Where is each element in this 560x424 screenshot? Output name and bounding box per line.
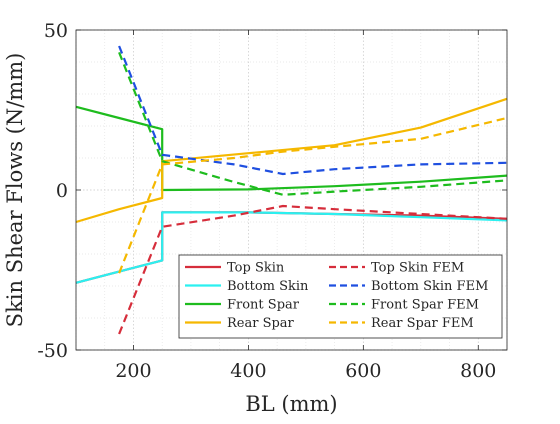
y-tick-label: 0: [56, 180, 68, 202]
series-line-front-spar: [75, 105, 508, 192]
legend-label-front-spar: Front Spar: [227, 298, 300, 313]
x-axis-title: BL (mm): [245, 392, 337, 416]
y-tick-label: -50: [37, 340, 68, 362]
legend-label-rear-spar-fem: Rear Spar FEM: [371, 316, 474, 331]
x-tick-label: 600: [345, 360, 381, 382]
legend-label-top-skin-fem: Top Skin FEM: [371, 261, 464, 276]
legend-label-rear-spar: Rear Spar: [227, 316, 295, 331]
ticks: [76, 29, 507, 351]
x-tick-label: 800: [460, 360, 496, 382]
x-tick-label: 200: [115, 360, 151, 382]
legend-label-bottom-skin: Bottom Skin: [227, 279, 309, 294]
legend-box: [178, 254, 503, 339]
y-tick-labels: -50 0 50: [37, 20, 68, 362]
series-group: [75, 45, 508, 335]
y-axis-title: Skin Shear Flows (N/mm): [3, 53, 27, 328]
legend: Top Skin Bottom Skin Front Spar Rear Spar To…: [178, 254, 503, 339]
x-tick-label: 400: [230, 360, 266, 382]
legend-label-bottom-skin-fem: Bottom Skin FEM: [371, 279, 488, 294]
series-line-front-spar-fem: [118, 51, 508, 196]
series-line-rear-spar-fem: [118, 116, 508, 274]
legend-label-top-skin: Top Skin: [227, 261, 285, 276]
series-line-rear-spar: [75, 97, 508, 224]
series-line-bottom-skin-fem: [118, 45, 508, 176]
legend-label-front-spar-fem: Front Spar FEM: [371, 298, 479, 313]
series-line-top-skin-fem: [118, 204, 508, 335]
x-tick-labels: 200 400 600 800: [115, 360, 496, 382]
y-tick-label: 50: [44, 20, 68, 42]
